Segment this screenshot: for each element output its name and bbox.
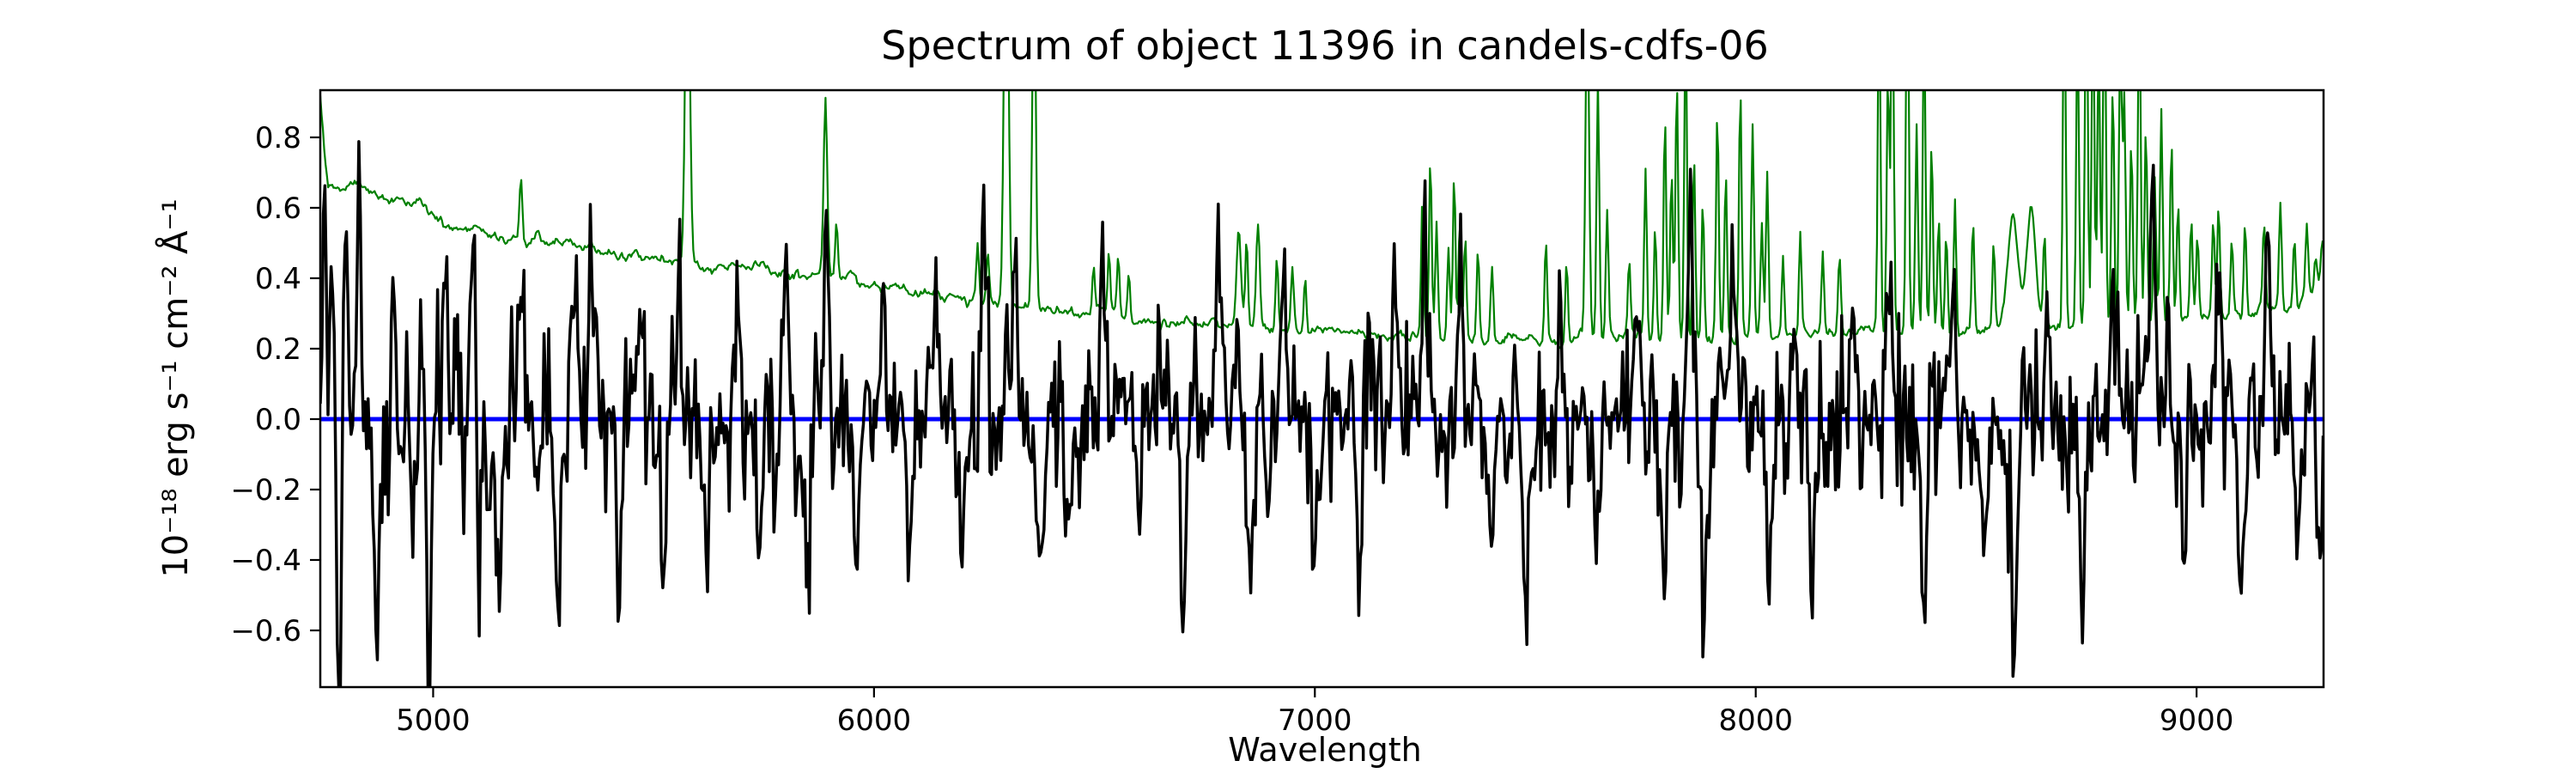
y-tick-label: −0.6	[230, 614, 301, 648]
y-tick-label: 0.6	[255, 192, 301, 226]
x-tick-label: 8000	[1718, 703, 1793, 738]
y-tick-label: 0.2	[255, 332, 301, 367]
axes-frame	[319, 88, 2325, 689]
x-tick-label: 9000	[2160, 703, 2234, 738]
y-tick-label: −0.4	[230, 544, 301, 578]
noise-spectrum-line	[320, 90, 2324, 350]
x-tick-label: 5000	[396, 703, 471, 738]
axis-ticks: 5000 6000 7000 8000 9000 −0.6 −0.4 −0.2 0.0 0.2 0.…	[230, 121, 2233, 738]
flux-spectrum-line	[320, 140, 2324, 687]
chart-title: Spectrum of object 11396 in candels-cdfs…	[881, 22, 1769, 69]
x-tick-label: 6000	[837, 703, 912, 738]
y-tick-label: −0.2	[230, 473, 301, 508]
y-tick-label: 0.8	[255, 121, 301, 155]
y-tick-label: 0.4	[255, 262, 301, 296]
y-tick-label: 0.0	[255, 403, 301, 437]
x-tick-label: 7000	[1278, 703, 1352, 738]
x-axis-label: Wavelength	[1228, 731, 1422, 769]
